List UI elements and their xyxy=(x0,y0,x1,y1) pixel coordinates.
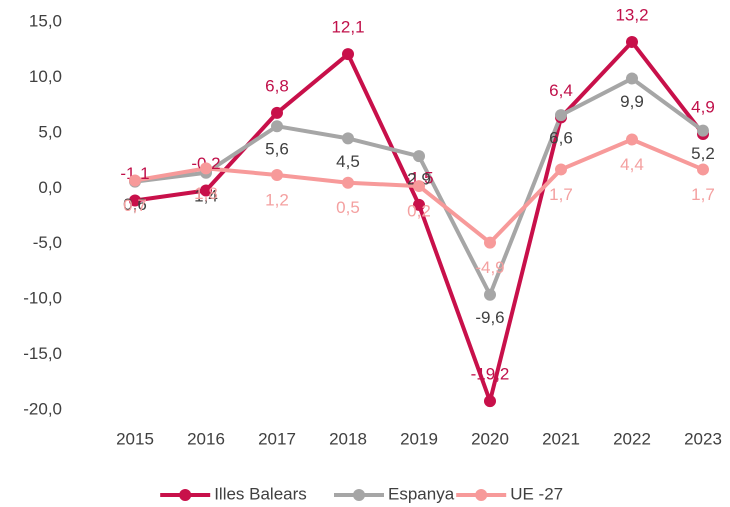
data-label: 1,8 xyxy=(194,184,218,203)
x-tick-label: 2016 xyxy=(187,429,225,448)
point xyxy=(129,194,141,207)
point xyxy=(271,168,283,181)
legend-label: UE -27 xyxy=(510,484,563,503)
point xyxy=(697,163,709,176)
point xyxy=(342,132,354,145)
y-tick-label: 10,0 xyxy=(29,67,62,86)
point xyxy=(626,133,638,146)
data-label: 1,7 xyxy=(549,185,573,204)
data-label: -4,9 xyxy=(475,258,504,277)
data-label: -19,2 xyxy=(471,365,510,384)
point xyxy=(555,163,567,176)
x-tick-label: 2021 xyxy=(542,429,580,448)
y-tick-label: 5,0 xyxy=(38,122,62,141)
y-tick-label: 0,0 xyxy=(38,178,62,197)
data-label: 5,6 xyxy=(265,140,289,159)
x-tick-label: 2015 xyxy=(116,429,154,448)
data-label: 5,2 xyxy=(691,144,715,163)
legend-marker xyxy=(475,489,488,501)
data-label: 4,4 xyxy=(620,155,644,174)
x-tick-label: 2020 xyxy=(471,429,509,448)
point xyxy=(484,236,496,249)
data-label: 1,4 xyxy=(194,186,218,205)
point xyxy=(200,162,212,175)
legend-marker xyxy=(353,489,365,501)
point xyxy=(555,109,567,122)
data-label: 6,8 xyxy=(265,76,289,95)
y-tick-label: 15,0 xyxy=(29,11,62,30)
point xyxy=(200,184,212,197)
point xyxy=(697,124,709,137)
point xyxy=(484,288,496,301)
data-label: -1,5 xyxy=(404,168,433,187)
x-tick-label: 2019 xyxy=(400,429,438,448)
y-tick-label: -20,0 xyxy=(23,399,62,418)
point xyxy=(271,120,283,133)
point xyxy=(342,48,354,61)
point xyxy=(342,176,354,189)
point xyxy=(413,198,425,211)
legend-marker xyxy=(179,489,192,501)
series-line xyxy=(134,39,705,404)
data-label: -9,6 xyxy=(475,308,504,327)
data-label: 0,7 xyxy=(123,196,147,215)
data-label: 2,9 xyxy=(407,170,431,189)
x-tick-label: 2018 xyxy=(329,429,367,448)
data-label: 4,5 xyxy=(336,152,360,171)
x-tick-label: 2022 xyxy=(613,429,651,448)
data-label: 1,2 xyxy=(265,190,289,209)
data-label: 0,6 xyxy=(123,195,147,214)
point xyxy=(484,395,496,408)
y-tick-label: -15,0 xyxy=(23,344,62,363)
point xyxy=(413,150,425,163)
point xyxy=(271,106,283,119)
data-label: 0,5 xyxy=(336,198,360,217)
data-label: 6,6 xyxy=(549,129,573,148)
data-label: 13,2 xyxy=(615,5,648,24)
legend-label: Illes Balears xyxy=(214,484,307,503)
data-label: 9,9 xyxy=(620,92,644,111)
x-tick-label: 2017 xyxy=(258,429,296,448)
point xyxy=(626,72,638,85)
y-tick-label: -10,0 xyxy=(23,289,62,308)
point xyxy=(129,174,141,187)
point xyxy=(626,35,638,48)
data-label: 4,9 xyxy=(691,97,715,116)
point xyxy=(413,180,425,193)
x-tick-label: 2023 xyxy=(684,429,722,448)
legend-label: Espanya xyxy=(388,484,455,503)
data-label: 0,2 xyxy=(407,202,431,221)
data-label: 6,4 xyxy=(549,81,573,100)
y-tick-label: -5,0 xyxy=(33,233,62,252)
data-label: 12,1 xyxy=(331,18,364,37)
data-label: -1,1 xyxy=(120,164,149,183)
data-label: 1,7 xyxy=(691,185,715,204)
